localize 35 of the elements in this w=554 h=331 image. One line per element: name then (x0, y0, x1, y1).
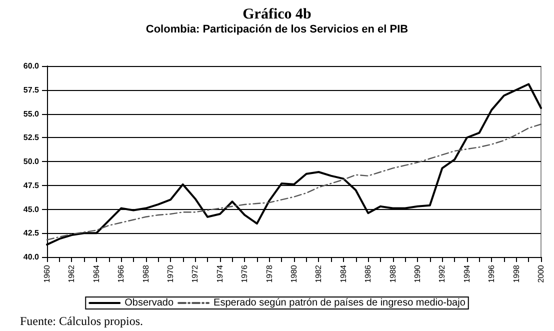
x-tick-label: 1982 (314, 264, 324, 283)
y-tick-label: 50.0 (23, 157, 40, 166)
y-tick-label: 45.0 (23, 204, 40, 214)
chart-title: Gráfico 4b (242, 6, 312, 22)
x-tick-label: 1968 (141, 264, 150, 283)
x-tick-label: 1990 (413, 264, 422, 283)
x-tick-label: 1998 (512, 264, 521, 283)
y-tick-label: 52.5 (23, 133, 40, 142)
y-tick-label: 47.5 (23, 180, 40, 190)
x-tick-label: 1996 (487, 264, 496, 283)
y-tick-label: 57.5 (23, 85, 40, 94)
source-note: Fuente: Cálculos propios. (20, 314, 143, 328)
y-tick-label: 42.5 (23, 228, 40, 238)
x-tick-label: 2000 (536, 264, 546, 283)
x-tick-label: 1986 (364, 264, 373, 283)
x-tick-label: 1962 (67, 264, 76, 283)
chart-subtitle: Colombia: Participación de los Servicios en el PIB (146, 24, 408, 36)
x-tick-label: 1964 (92, 264, 101, 283)
x-tick-label: 1980 (290, 264, 298, 283)
x-tick-label: 1984 (338, 264, 348, 283)
legend-label: Esperado según patrón de países de ingreso medio-bajo (214, 298, 466, 308)
x-tick-label: 1970 (166, 264, 175, 283)
x-tick-label: 1988 (388, 264, 398, 283)
x-tick-label: 1974 (215, 264, 224, 283)
x-tick-label: 1960 (42, 264, 52, 283)
x-tick-label: 1994 (462, 264, 472, 283)
legend-label: Observado (124, 298, 174, 308)
x-tick-label: 1972 (190, 264, 200, 283)
y-tick-label: 55.0 (23, 109, 40, 118)
x-tick-label: 1992 (438, 264, 447, 283)
y-tick-label: 40.0 (23, 252, 40, 262)
x-tick-label: 1978 (264, 264, 274, 283)
x-tick-label: 1976 (240, 264, 250, 283)
x-tick-label: 1966 (116, 264, 126, 283)
y-tick-label: 60.0 (23, 62, 40, 70)
